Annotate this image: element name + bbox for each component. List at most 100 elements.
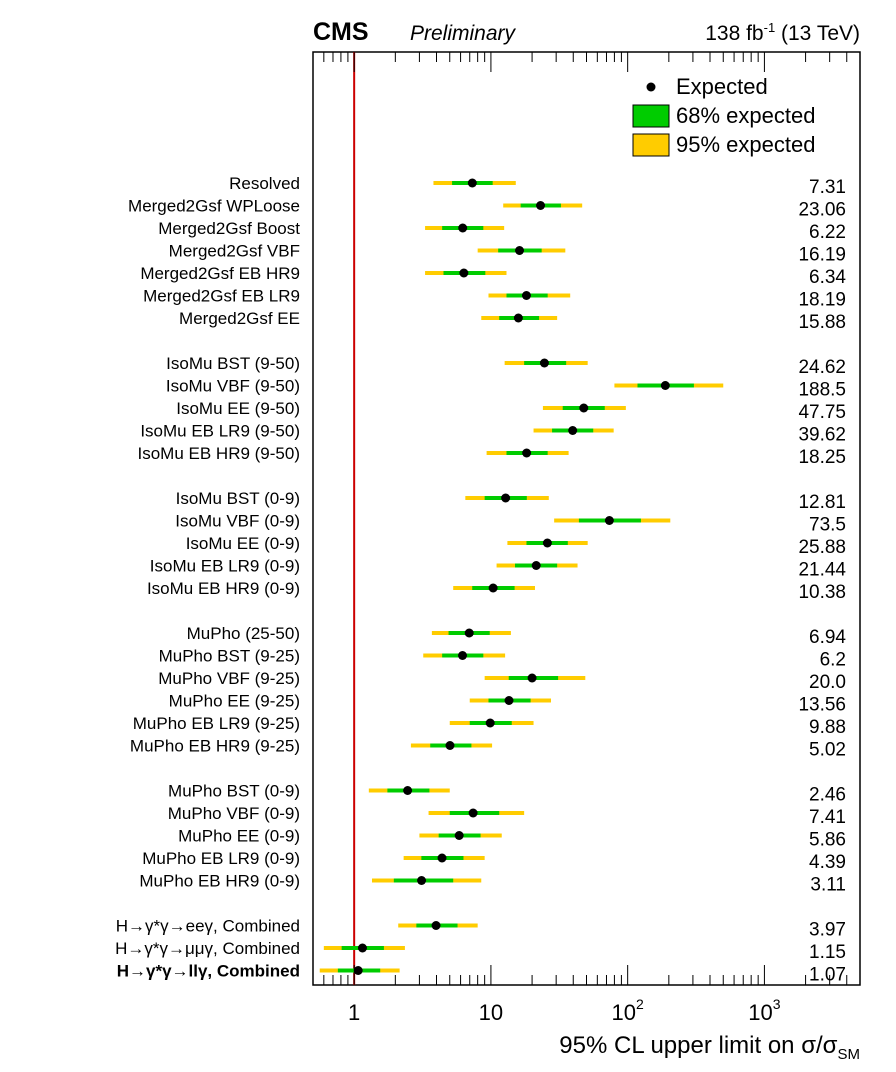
category-label: IsoMu VBF (0-9) (175, 512, 300, 531)
expected-marker (515, 246, 525, 255)
legend-label: 95% expected (676, 132, 815, 157)
category-label: IsoMu EE (0-9) (186, 534, 300, 553)
category-label: IsoMu EB HR9 (0-9) (147, 579, 300, 598)
legend-swatch-68 (632, 104, 670, 128)
luminosity-label: 138 fb-1 (13 TeV) (660, 20, 860, 46)
limit-value: 3.11 (810, 875, 846, 896)
category-label: IsoMu EB HR9 (9-50) (138, 444, 301, 463)
lumi-suffix: (13 TeV) (775, 22, 860, 45)
x-tick-label: 103 (748, 996, 780, 1025)
expected-marker (527, 673, 537, 683)
expected-marker (485, 718, 495, 728)
limit-value: 10.38 (798, 582, 846, 603)
expected-marker (513, 313, 523, 323)
expected-marker (403, 786, 413, 795)
limit-value: 6.2 (820, 650, 846, 671)
x-tick-label: 10 (479, 1000, 503, 1025)
expected-marker (568, 426, 578, 435)
x-tick-label: 102 (612, 996, 644, 1025)
expected-marker (501, 493, 511, 503)
expected-marker (542, 538, 552, 548)
expected-marker (357, 943, 367, 953)
category-label: H→γ*γ→μμγ, Combined (115, 939, 300, 958)
category-label: Merged2Gsf VBF (169, 242, 300, 261)
limit-value: 23.06 (798, 200, 846, 221)
category-label: MuPho VBF (0-9) (168, 804, 300, 823)
limit-value: 4.39 (809, 852, 846, 873)
status-label: Preliminary (410, 22, 516, 45)
expected-marker (459, 268, 469, 278)
category-label: H→γ*γ→llγ, Combined (117, 962, 300, 981)
limit-value: 1.15 (809, 942, 846, 963)
expected-marker (458, 223, 468, 233)
category-label: IsoMu BST (9-50) (166, 354, 300, 373)
category-label: MuPho BST (0-9) (168, 782, 300, 801)
limit-value: 7.41 (809, 807, 846, 828)
expected-marker (604, 516, 614, 525)
expected-marker (468, 808, 478, 818)
expected-marker (531, 561, 541, 570)
category-label: MuPho EB LR9 (9-25) (133, 714, 300, 733)
expected-marker (464, 628, 474, 638)
limit-value: 5.86 (809, 830, 846, 851)
x-axis-label-text: 95% CL upper limit on σ/σ (559, 1032, 838, 1059)
limit-value: 21.44 (798, 560, 846, 581)
limit-value: 25.88 (798, 537, 846, 558)
category-label: Merged2Gsf EB HR9 (140, 264, 300, 283)
expected-marker (521, 291, 531, 300)
x-axis-label-sub: SM (837, 1045, 861, 1063)
legend-label: 68% expected (676, 103, 815, 128)
expected-marker (431, 921, 441, 930)
limit-value: 13.56 (798, 695, 846, 716)
expected-marker (445, 741, 455, 750)
category-label: Resolved (229, 174, 300, 193)
limit-value: 5.02 (809, 740, 846, 761)
expected-marker (417, 876, 427, 885)
category-label: MuPho EB HR9 (0-9) (139, 872, 300, 891)
x-tick-label: 1 (348, 1000, 360, 1025)
limit-value: 188.5 (798, 380, 846, 401)
category-label: IsoMu EB LR9 (0-9) (150, 557, 300, 576)
expected-marker (467, 178, 477, 188)
expected-marker (353, 966, 363, 975)
limit-value: 6.94 (809, 627, 846, 648)
limit-value: 9.88 (809, 717, 846, 738)
expected-marker (504, 696, 514, 705)
category-label: MuPho EE (0-9) (178, 827, 300, 846)
legend-label: Expected (676, 74, 768, 99)
expected-marker (488, 583, 498, 593)
lumi-exponent: -1 (763, 20, 776, 35)
expected-marker (579, 403, 589, 413)
limit-value: 15.88 (798, 312, 846, 333)
legend-marker (646, 82, 656, 92)
category-label: IsoMu EE (9-50) (176, 399, 300, 418)
limit-value: 18.25 (798, 447, 846, 468)
category-label: Merged2Gsf WPLoose (128, 197, 300, 216)
limit-value: 73.5 (809, 515, 846, 536)
category-label: MuPho EB HR9 (9-25) (130, 737, 300, 756)
category-label: H→γ*γ→eeγ, Combined (116, 917, 300, 936)
expected-marker (454, 831, 464, 840)
limit-value: 7.31 (809, 177, 846, 198)
expected-marker (437, 853, 447, 863)
expected-marker (539, 358, 549, 368)
experiment-label: CMS (313, 18, 369, 46)
limit-value: 16.19 (798, 245, 846, 266)
category-label: Merged2Gsf EB LR9 (143, 287, 300, 306)
expected-marker (660, 381, 670, 390)
limit-value: 2.46 (809, 785, 846, 806)
limit-value: 39.62 (798, 425, 846, 446)
limit-value: 24.62 (798, 357, 846, 378)
category-label: MuPho (25-50) (187, 624, 300, 643)
limit-value: 6.22 (809, 222, 846, 243)
limit-value: 12.81 (798, 492, 846, 513)
expected-marker (458, 651, 468, 660)
legend-swatch-95 (632, 133, 670, 157)
limit-value: 6.34 (809, 267, 846, 288)
expected-marker (522, 448, 532, 458)
category-label: IsoMu BST (0-9) (176, 489, 300, 508)
category-label: Merged2Gsf EE (179, 309, 300, 328)
category-label: Merged2Gsf Boost (158, 219, 300, 238)
category-label: MuPho BST (9-25) (159, 647, 300, 666)
